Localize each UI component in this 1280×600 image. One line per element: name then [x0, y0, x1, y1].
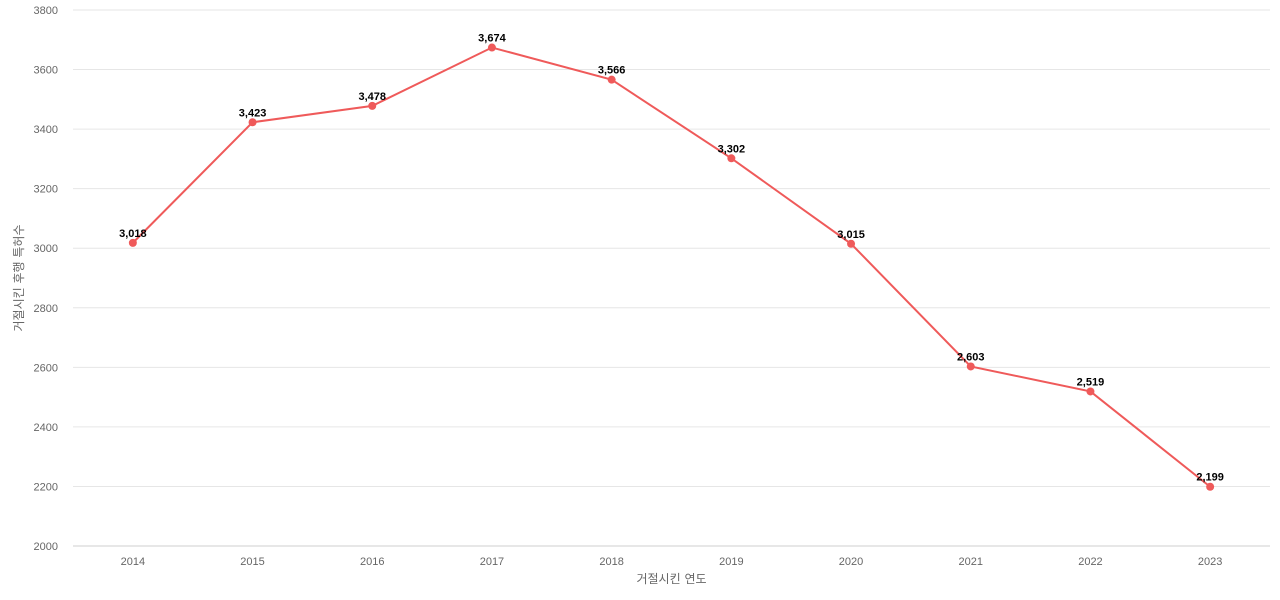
- x-tick-label: 2015: [240, 556, 264, 568]
- data-point[interactable]: [128, 238, 137, 247]
- data-label: 3,478: [358, 91, 386, 103]
- data-label: 3,566: [598, 65, 626, 77]
- x-axis-ticks: 2014 2015 2016 2017 2018 2019 2020 2021 2022 2023: [121, 556, 1223, 568]
- x-tick-label: 2022: [1078, 556, 1102, 568]
- data-label: 3,423: [239, 107, 267, 119]
- data-point[interactable]: [1206, 482, 1215, 491]
- y-tick-label: 3400: [34, 124, 58, 136]
- y-tick-label: 3200: [34, 184, 58, 196]
- series-line: [132, 46, 1211, 488]
- x-tick-label: 2019: [719, 556, 743, 568]
- y-axis-title: 거절시킨 후행 특허수: [11, 225, 26, 332]
- gridlines: [73, 9, 1270, 487]
- y-tick-label: 3800: [34, 5, 58, 17]
- data-label: 2,519: [1077, 376, 1105, 388]
- data-point[interactable]: [966, 362, 975, 371]
- data-point[interactable]: [487, 43, 496, 52]
- data-label: 3,018: [119, 228, 147, 240]
- x-tick-label: 2014: [121, 556, 145, 568]
- data-labels: 3,018 3,423 3,478 3,674 3,566 3,302 3,015 2,603…: [119, 33, 1224, 484]
- x-axis-title: 거절시킨 연도: [636, 572, 706, 586]
- data-point[interactable]: [368, 101, 377, 110]
- data-point[interactable]: [1086, 387, 1095, 396]
- y-tick-label: 3600: [34, 65, 58, 77]
- x-tick-label: 2023: [1198, 556, 1222, 568]
- x-tick-label: 2018: [599, 556, 623, 568]
- data-label: 3,674: [478, 33, 506, 45]
- y-tick-label: 2600: [34, 362, 58, 374]
- data-label: 2,199: [1196, 472, 1224, 484]
- y-tick-label: 2400: [34, 422, 58, 434]
- x-tick-label: 2017: [480, 556, 504, 568]
- data-point[interactable]: [248, 118, 257, 127]
- y-tick-label: 2200: [34, 481, 58, 493]
- series-line-group: [132, 46, 1211, 488]
- data-label: 3,015: [837, 229, 865, 241]
- data-points: [128, 43, 1215, 491]
- y-axis-ticks: 2000 2200 2400 2600 2800 3000 3200 3400 3600 3800: [34, 5, 58, 553]
- y-tick-label: 2800: [34, 303, 58, 315]
- data-label: 2,603: [957, 351, 985, 363]
- data-point[interactable]: [847, 239, 856, 248]
- x-tick-label: 2020: [839, 556, 863, 568]
- data-point[interactable]: [607, 75, 616, 84]
- data-label: 3,302: [718, 143, 746, 155]
- y-tick-label: 3000: [34, 243, 58, 255]
- x-tick-label: 2021: [959, 556, 983, 568]
- x-tick-label: 2016: [360, 556, 384, 568]
- data-point[interactable]: [727, 154, 736, 163]
- y-tick-label: 2000: [34, 541, 58, 553]
